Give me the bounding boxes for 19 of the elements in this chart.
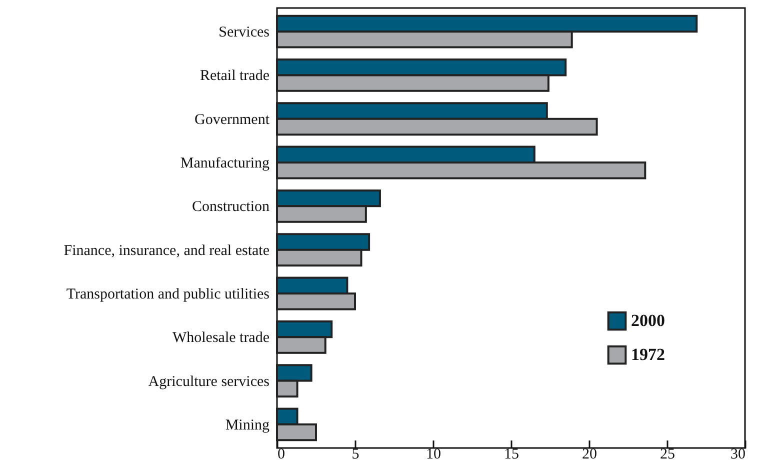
x-tick-label: 15 xyxy=(504,446,519,462)
y-tick-label: Construction xyxy=(192,199,270,216)
x-tick-label: 25 xyxy=(660,446,675,462)
x-tick-label: 0 xyxy=(278,446,285,462)
x-tick-label: 5 xyxy=(352,446,360,462)
y-tick-label: Services xyxy=(218,24,270,41)
y-tick-label: Wholesale trade xyxy=(172,330,270,346)
x-tick-label: 20 xyxy=(582,446,597,462)
y-tick-label: Retail trade xyxy=(200,68,270,84)
y-tick-label: Mining xyxy=(225,417,270,434)
y-tick-label: Agriculture services xyxy=(148,374,270,390)
y-tick-label: Manufacturing xyxy=(180,156,270,172)
x-tick-label: 10 xyxy=(426,446,441,462)
y-tick-label: Finance, insurance, and real estate xyxy=(64,242,270,259)
legend-label: 1972 xyxy=(631,345,665,364)
y-tick-label: Government xyxy=(194,112,270,128)
y-tick-label: Transportation and public utilities xyxy=(66,286,270,302)
x-tick-label: 30 xyxy=(730,446,746,462)
legend-label: 2000 xyxy=(631,311,665,330)
